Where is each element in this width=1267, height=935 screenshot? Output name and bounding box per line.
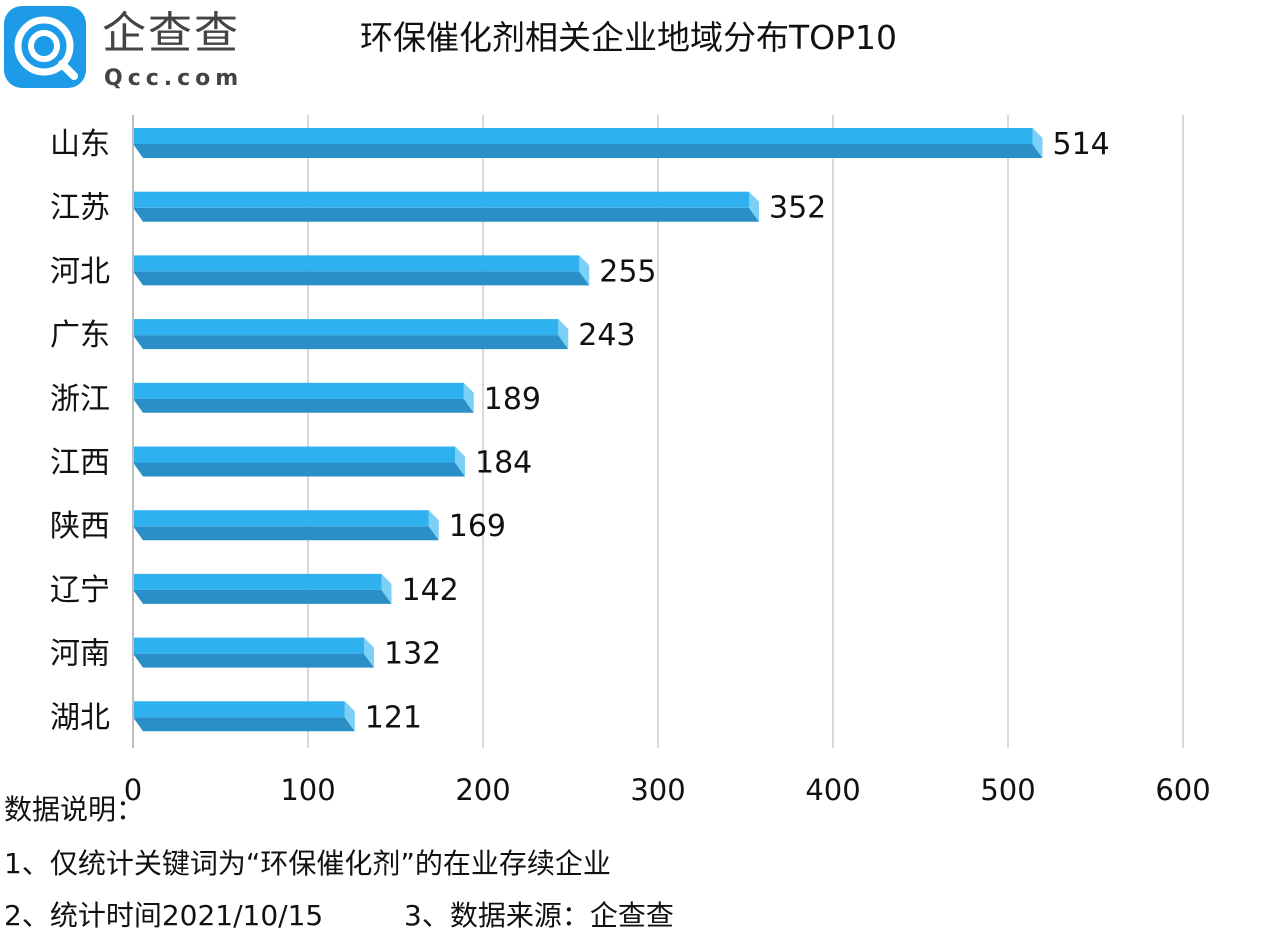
qcc-logo: 企查查 Qcc.com bbox=[4, 6, 244, 92]
note-item-3: 3、数据来源：企查查 bbox=[404, 899, 674, 932]
data-label: 142 bbox=[402, 573, 459, 608]
qcc-magnifier-icon bbox=[4, 6, 86, 88]
category-label: 广东 bbox=[50, 318, 110, 353]
data-label: 514 bbox=[1053, 127, 1110, 162]
chart-title: 环保催化剂相关企业地域分布TOP10 bbox=[360, 18, 898, 57]
data-label: 169 bbox=[449, 509, 506, 544]
x-tick-label: 400 bbox=[805, 773, 860, 807]
bar-bottom-face bbox=[133, 207, 759, 222]
category-label: 辽宁 bbox=[50, 573, 110, 608]
category-label: 河北 bbox=[50, 254, 110, 289]
data-label: 121 bbox=[365, 700, 422, 735]
x-tick-label: 300 bbox=[630, 773, 685, 807]
bar bbox=[133, 128, 1033, 144]
bar-bottom-face bbox=[133, 335, 569, 350]
bar-bottom-face bbox=[133, 271, 590, 286]
bar-bottom-face bbox=[133, 462, 465, 477]
data-label: 184 bbox=[475, 446, 532, 481]
bar-end-face bbox=[749, 191, 759, 222]
logo-name-en: Qcc.com bbox=[104, 66, 244, 91]
bar-end-face bbox=[455, 446, 465, 477]
bar-end-face bbox=[579, 255, 590, 286]
bar bbox=[133, 446, 455, 463]
note-item-2: 2、统计时间2021/10/15 bbox=[4, 899, 324, 932]
bar bbox=[133, 573, 382, 590]
note-item-1: 1、仅统计关键词为“环保催化剂”的在业存续企业 bbox=[4, 847, 611, 880]
category-label: 山东 bbox=[50, 127, 110, 162]
bar-bottom-face bbox=[133, 717, 355, 732]
data-label: 132 bbox=[384, 637, 441, 672]
bar bbox=[133, 382, 464, 399]
x-tick-label: 600 bbox=[1155, 773, 1210, 807]
data-label: 352 bbox=[769, 191, 826, 226]
x-tick-label: 0 bbox=[124, 773, 142, 807]
bar-end-face bbox=[381, 573, 392, 604]
bar bbox=[133, 701, 345, 718]
category-label: 湖北 bbox=[50, 700, 110, 735]
bar bbox=[133, 319, 559, 336]
bar bbox=[133, 191, 749, 208]
bar-end-face bbox=[364, 637, 374, 668]
category-label: 江苏 bbox=[50, 191, 110, 226]
bar-end-face bbox=[463, 382, 474, 413]
bar-end-face bbox=[1032, 128, 1043, 158]
x-tick-label: 500 bbox=[980, 773, 1035, 807]
bar-bottom-face bbox=[133, 526, 439, 541]
bar-end-face bbox=[428, 510, 439, 541]
bar bbox=[133, 255, 580, 272]
logo-name-cn: 企查查 bbox=[102, 8, 240, 59]
bar-bottom-face bbox=[133, 398, 474, 413]
bar bbox=[133, 637, 364, 654]
bar-bottom-face bbox=[133, 144, 1043, 158]
x-tick-label: 100 bbox=[280, 773, 335, 807]
category-label: 陕西 bbox=[50, 509, 110, 544]
category-label: 江西 bbox=[50, 446, 110, 481]
bar-end-face bbox=[344, 701, 355, 732]
bar bbox=[133, 510, 429, 527]
data-label: 243 bbox=[578, 318, 635, 353]
category-label: 河南 bbox=[50, 637, 110, 672]
data-label: 255 bbox=[599, 254, 656, 289]
bar-bottom-face bbox=[133, 589, 392, 604]
x-tick-label: 200 bbox=[455, 773, 510, 807]
notes-heading: 数据说明： bbox=[4, 793, 145, 826]
data-label: 189 bbox=[484, 382, 541, 417]
bar-end-face bbox=[558, 319, 569, 350]
category-label: 浙江 bbox=[50, 382, 110, 417]
bar-bottom-face bbox=[133, 653, 374, 668]
